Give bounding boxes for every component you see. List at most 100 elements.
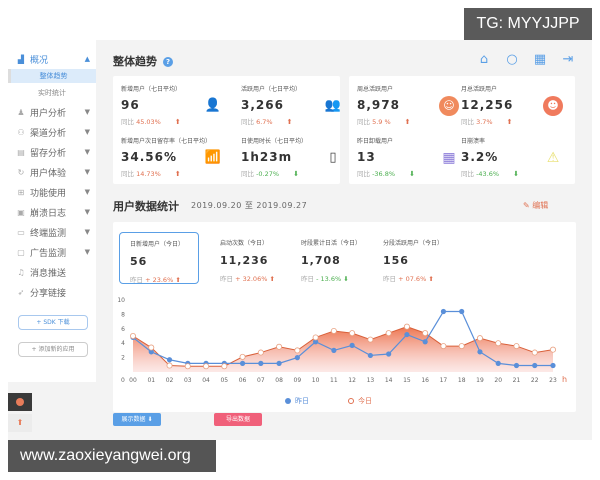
dashboard-page: ▟ 概况 ▲ 整体趋势 实时统计 ♟ 用户分析 ▼ ⚇ 渠道分析 ▼ ▤ 留存分… [8,40,592,440]
svg-text:04: 04 [202,377,210,384]
svg-text:14: 14 [385,377,393,384]
calendar-icon[interactable]: ▦ [533,52,547,67]
export-data-button[interactable]: 导出数据 [214,413,262,426]
smile-icon: ☺ [439,96,459,116]
share-icon: ➶ [17,287,25,297]
watermark-bottom: www.zaoxieyangwei.org [8,440,216,472]
add-user-icon: 👤 [204,98,222,113]
svg-text:01: 01 [147,377,155,384]
svg-text:13: 13 [367,377,375,384]
stat-segment-active[interactable]: 分段活跃用户（今日） 156 昨日 + 07.6% ⬆ [383,240,444,283]
sidebar-item-label: 功能使用 [30,188,67,199]
add-app-button[interactable]: + 添加新的应用 [18,342,88,357]
pencil-icon: ✎ [523,201,530,210]
arrow-down-icon: ⬇ [293,170,299,178]
kpi-weekly-active[interactable]: 周总活跃用户 8,978 同比 5.9 % ⬆ ☺ [357,84,467,134]
sidebar-item-channel-analysis[interactable]: ⚇ 渠道分析 ▼ [16,123,94,141]
arrow-down-icon: ⬇ [409,170,415,178]
chevron-down-icon: ▼ [84,188,90,196]
svg-text:08: 08 [275,377,283,384]
chevron-down-icon: ▼ [84,128,90,136]
svg-text:07: 07 [257,377,265,384]
floating-tool-avatar[interactable] [8,393,32,411]
group-icon: 👥 [324,98,342,113]
svg-text:18: 18 [458,377,466,384]
date-range[interactable]: 2019.09.20 至 2019.09.27 [191,201,308,210]
svg-text:05: 05 [220,377,228,384]
svg-text:06: 06 [239,377,247,384]
sidebar-item-user-analysis[interactable]: ♟ 用户分析 ▼ [16,103,94,121]
scroll-top-button[interactable]: ⬆ [8,414,32,432]
calendar-grid-icon: ▦ [442,150,456,166]
legend-today[interactable]: 今日 [348,396,372,406]
channel-icon: ⚇ [17,127,25,137]
stat-cumulative-dau[interactable]: 时段累计日活（今日） 1,708 昨日 - 13.6% ⬇ [301,240,362,283]
logout-icon[interactable]: ⇥ [562,52,574,67]
svg-text:19: 19 [476,377,484,384]
sidebar-item-label: 广告监测 [30,248,67,259]
arrow-up-icon: ⬆ [174,170,181,178]
svg-text:23: 23 [549,377,557,384]
svg-text:12: 12 [348,377,356,384]
stat-new-users-today[interactable]: 日新增用户（今日） 56 昨日 + 23.6% ⬆ [119,232,199,284]
kpi-monthly-active[interactable]: 月总活跃用户 12,256 同比 3.7% ⬆ ☻ [461,84,571,134]
kpi-retention-rate[interactable]: 新增用户次日留存率（七日平均） 34.56% 同比 14.73% ⬆ 📶 [121,138,222,178]
overview-title: 整体趋势? [113,53,173,69]
sidebar-item-retention-analysis[interactable]: ▤ 留存分析 ▼ [16,143,94,161]
phone-icon: ▯ [329,150,337,165]
kpi-new-users[interactable]: 新增用户（七日平均） 96 同比 45.03% ⬆ 👤 [121,86,222,126]
svg-text:h: h [562,375,567,384]
growth-chart-icon: 📶 [204,150,222,165]
ad-icon: ▢ [17,247,25,257]
arrow-up-icon: ⬆ [174,118,181,126]
sdk-download-button[interactable]: + SDK 下载 [18,315,88,330]
search-icon[interactable]: ○ [506,52,518,67]
svg-text:09: 09 [294,377,302,384]
sidebar-item-user-experience[interactable]: ↻ 用户体验 ▼ [16,163,94,181]
kpi-crash-rate[interactable]: 日崩溃率 3.2% 同比 -43.6% ⬇ ⚠ [461,136,571,186]
show-data-button[interactable]: 展示数据 ⬇ [113,413,161,426]
svg-text:00: 00 [129,377,137,384]
svg-text:21: 21 [513,377,521,384]
arrow-up-icon: ⬆ [428,275,434,283]
arrow-up-icon: ⬆ [404,118,411,126]
sidebar-item-label: 消息推送 [30,268,67,279]
kpi-uninstalls[interactable]: 昨日卸载用户 13 同比 -36.8% ⬇ ▦ [357,136,467,186]
svg-text:02: 02 [166,377,174,384]
sidebar-subitem-realtime[interactable]: 实时统计 [38,89,66,97]
help-icon[interactable]: ? [163,57,173,67]
sidebar-item-label: 分享链接 [30,288,67,299]
sidebar-item-label: 崩溃日志 [30,208,67,219]
chevron-down-icon: ▼ [84,248,90,256]
sidebar-item-label: 渠道分析 [30,128,67,139]
sidebar-item-crash-log[interactable]: ▣ 崩溃日志 ▼ [16,203,94,221]
sidebar-item-terminal-monitor[interactable]: ▭ 终端监测 ▼ [16,223,94,241]
home-icon[interactable]: ⌂ [479,52,489,67]
sidebar-item-push[interactable]: ♫ 消息推送 [16,263,94,281]
kpi-usage-duration[interactable]: 日使用时长（七日平均） 1h23m 同比 -0.27% ⬇ ▯ [241,136,351,186]
sidebar-subitem-overall-trend[interactable]: 整体趋势 [8,69,96,83]
sidebar-item-feature-usage[interactable]: ⊞ 功能使用 ▼ [16,183,94,201]
arrow-up-icon: ⬆ [175,276,181,284]
kpi-active-users[interactable]: 活跃用户（七日平均） 3,266 同比 6.7% ⬆ 👥 [241,86,342,126]
svg-text:11: 11 [330,377,338,384]
watermark-top: TG: MYYJJPP [464,8,592,40]
sidebar-item-overview[interactable]: ▟ 概况 ▲ [16,50,94,68]
edit-button[interactable]: ✎ 编辑 [523,201,549,210]
sidebar-item-ad-monitor[interactable]: ▢ 广告监测 ▼ [16,243,94,261]
sidebar-item-share-link[interactable]: ➶ 分享链接 [16,283,94,301]
arrow-up-icon: ⬆ [286,118,293,126]
legend-yesterday[interactable]: 昨日 [285,396,309,406]
svg-text:17: 17 [440,377,448,384]
users-icon: ♟ [17,107,25,117]
hollow-dot-icon [348,398,354,404]
stats-title: 用户数据统计 [113,200,179,213]
svg-text:10: 10 [312,377,320,384]
bell-icon: ♫ [17,267,25,277]
stat-launches-today[interactable]: 启动次数（今日） 11,236 昨日 + 32.06% ⬆ [220,240,275,283]
grid-icon: ⊞ [17,187,25,197]
log-icon: ▣ [17,207,25,217]
chevron-down-icon: ▼ [84,228,90,236]
svg-text:10: 10 [117,297,125,304]
